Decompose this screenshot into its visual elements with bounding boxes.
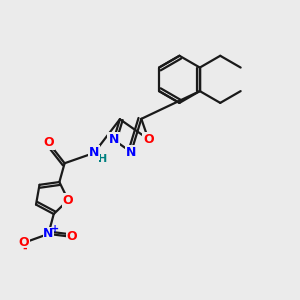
Text: O: O — [43, 136, 54, 149]
Text: O: O — [67, 230, 77, 243]
Text: N: N — [126, 146, 136, 159]
Text: N: N — [108, 133, 119, 146]
Text: +: + — [51, 224, 59, 234]
Text: O: O — [19, 236, 29, 249]
Text: H: H — [98, 154, 107, 164]
Text: N: N — [89, 146, 99, 159]
Text: O: O — [63, 194, 74, 207]
Text: O: O — [143, 133, 154, 146]
Text: -: - — [23, 244, 28, 254]
Text: N: N — [43, 227, 54, 240]
